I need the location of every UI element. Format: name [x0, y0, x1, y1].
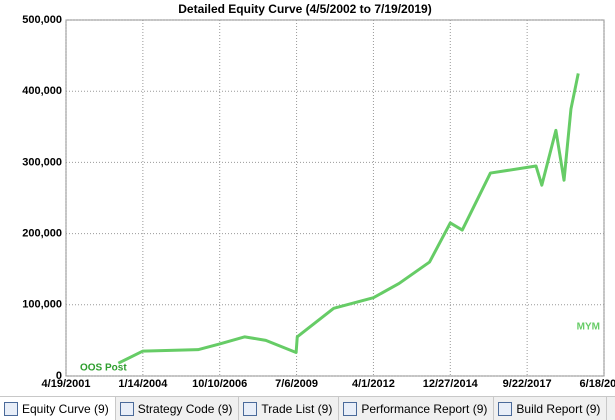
x-tick-label: 4/1/2012: [352, 378, 395, 390]
tab[interactable]: Build Report (9): [494, 397, 608, 420]
tab-icon: [343, 401, 358, 416]
x-tick-label: 4/19/2001: [42, 378, 91, 390]
x-tick-label: 10/10/2006: [192, 378, 247, 390]
tab-label: Performance Report (9): [361, 401, 488, 416]
tab[interactable]: Equity Curve (9): [0, 397, 116, 420]
annotation: OOS Post: [80, 363, 127, 374]
tab-label: Trade List (9): [261, 401, 333, 416]
tab-bar: Equity Curve (9) Strategy Code (9) Trade L…: [0, 396, 615, 420]
tab-icon: [119, 401, 134, 416]
tab-label: Strategy Code (9): [137, 401, 233, 416]
legend-entry: MYM: [577, 322, 600, 333]
tab[interactable]: Trade List (9): [239, 397, 340, 420]
tab[interactable]: Strategy Code (9): [116, 397, 240, 420]
y-tick-label: 300,000: [22, 156, 62, 168]
equity-line: [117, 73, 580, 365]
tab-label: Build Report (9): [516, 401, 601, 416]
y-tick-label: 500,000: [22, 14, 62, 26]
chart-title: Detailed Equity Curve (4/5/2002 to 7/19/…: [178, 2, 431, 16]
x-tick-label: 6/18/2020: [580, 378, 615, 390]
plot-frame: [65, 19, 605, 377]
y-tick-label: 200,000: [22, 228, 62, 240]
tab[interactable]: Performance Report (9): [339, 397, 495, 420]
tab-icon: [243, 401, 258, 416]
x-tick-label: 7/6/2009: [275, 378, 318, 390]
y-tick-label: 0: [56, 370, 62, 382]
x-tick-label: 9/22/2017: [503, 378, 552, 390]
tab-label: Equity Curve (9): [22, 401, 109, 416]
tab-icon: [4, 401, 18, 416]
x-tick-label: 1/14/2004: [118, 378, 168, 390]
chart: Detailed Equity Curve (4/5/2002 to 7/19/…: [22, 2, 615, 390]
x-tick-label: 12/27/2014: [423, 378, 479, 390]
y-tick-label: 100,000: [22, 299, 62, 311]
y-tick-label: 400,000: [22, 85, 62, 97]
tab-icon: [498, 401, 513, 416]
